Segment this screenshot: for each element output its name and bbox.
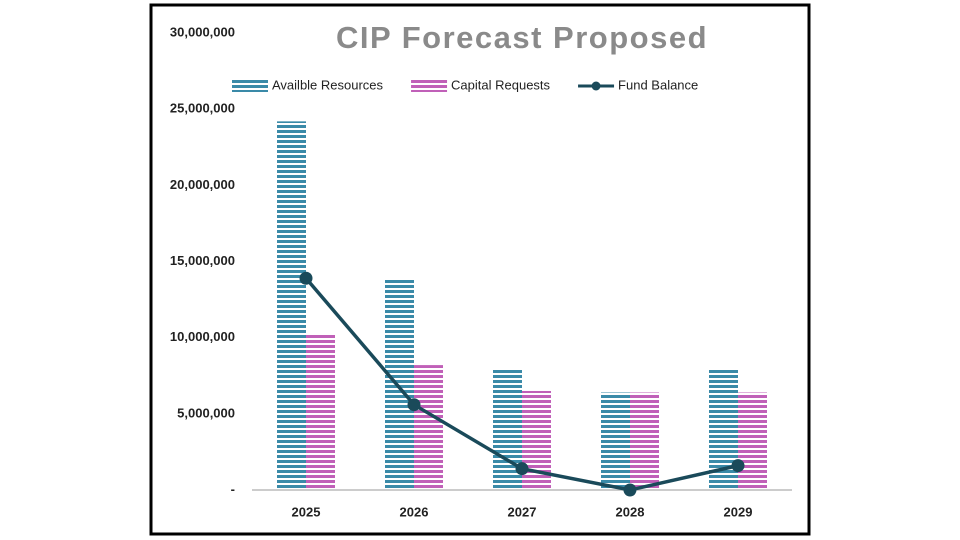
legend-label: Fund Balance — [618, 77, 698, 92]
y-tick-label: 30,000,000 — [170, 24, 235, 39]
line-marker — [731, 459, 745, 473]
bar — [601, 392, 630, 490]
legend-swatch — [232, 80, 268, 92]
line-marker — [407, 398, 421, 412]
y-tick-label: 20,000,000 — [170, 177, 235, 192]
y-tick-label: - — [231, 481, 235, 496]
legend-swatch — [591, 81, 601, 91]
x-tick-label: 2029 — [724, 504, 753, 519]
x-tick-label: 2025 — [292, 504, 321, 519]
line-marker — [623, 483, 637, 497]
line-marker — [515, 462, 529, 476]
bar — [414, 365, 443, 490]
y-tick-label: 10,000,000 — [170, 329, 235, 344]
x-tick-label: 2026 — [400, 504, 429, 519]
y-tick-label: 5,000,000 — [177, 405, 235, 420]
bar — [738, 392, 767, 490]
bar — [277, 121, 306, 490]
legend-swatch — [411, 80, 448, 92]
chart-title: CIP Forecast Proposed — [336, 20, 708, 55]
bar — [385, 278, 414, 490]
legend-label: Capital Requests — [451, 77, 550, 92]
legend-label: Availble Resources — [272, 77, 384, 92]
line-marker — [299, 271, 313, 285]
bar — [630, 392, 659, 490]
y-tick-label: 15,000,000 — [170, 253, 235, 268]
x-tick-label: 2027 — [508, 504, 537, 519]
chart-frame — [149, 3, 811, 536]
bar — [306, 333, 335, 490]
y-tick-label: 25,000,000 — [170, 101, 235, 116]
x-tick-label: 2028 — [616, 504, 645, 519]
